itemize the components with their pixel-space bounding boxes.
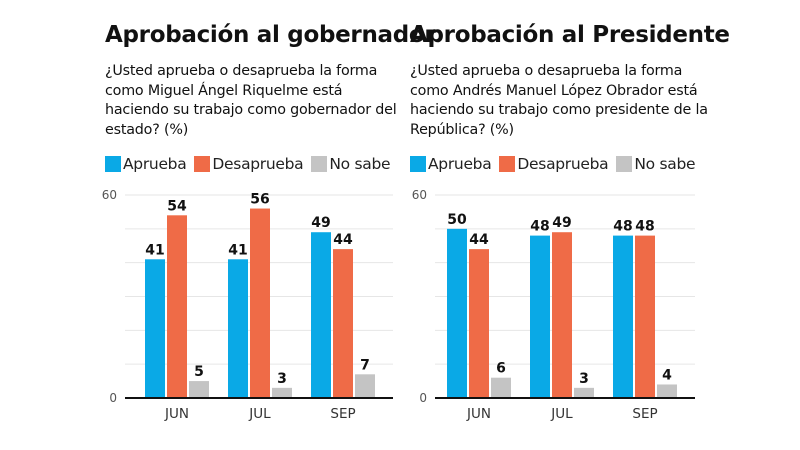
data-label: 48 bbox=[530, 219, 549, 235]
survey-question: ¿Usted aprueba o desaprueba la forma com… bbox=[105, 63, 397, 138]
data-label: 49 bbox=[552, 215, 571, 231]
bar-desaprueba bbox=[469, 249, 489, 398]
legend-label: Desaprueba bbox=[517, 155, 609, 173]
bar-aprueba bbox=[447, 228, 467, 398]
legend-swatch-no-sabe bbox=[616, 156, 633, 172]
data-label: 56 bbox=[250, 192, 269, 208]
data-label: 5 bbox=[194, 364, 204, 380]
data-label: 48 bbox=[613, 219, 632, 235]
bar-desaprueba bbox=[635, 235, 655, 398]
data-label: 44 bbox=[333, 232, 353, 248]
bar-aprueba bbox=[228, 259, 248, 398]
chart-legend: Aprueba Desaprueba No sabe bbox=[105, 155, 398, 173]
legend-item-no-sabe: No sabe bbox=[311, 155, 391, 173]
data-label: 48 bbox=[635, 219, 654, 235]
legend-item-aprueba: Aprueba bbox=[105, 155, 187, 173]
y-tick-label: 60 bbox=[102, 188, 117, 202]
legend-label: No sabe bbox=[634, 155, 696, 173]
data-label: 54 bbox=[167, 198, 187, 214]
bar-aprueba bbox=[530, 235, 550, 398]
legend-label: Aprueba bbox=[123, 155, 187, 173]
bar-aprueba bbox=[311, 232, 331, 398]
bar-aprueba bbox=[145, 259, 165, 398]
legend-swatch-desaprueba bbox=[499, 156, 516, 172]
x-category-label: SEP bbox=[330, 406, 355, 422]
chart-legend: Aprueba Desaprueba No sabe bbox=[410, 155, 703, 173]
governor-approval-panel: Aprobación al gobernador ¿Usted aprueba … bbox=[102, 0, 436, 450]
data-label: 3 bbox=[579, 371, 589, 387]
legend-item-no-sabe: No sabe bbox=[616, 155, 696, 173]
survey-question: ¿Usted aprueba o desaprueba la forma com… bbox=[410, 63, 708, 138]
data-label: 7 bbox=[360, 357, 370, 373]
legend-item-aprueba: Aprueba bbox=[410, 155, 492, 173]
legend-label: Desaprueba bbox=[212, 155, 304, 173]
data-label: 41 bbox=[145, 242, 164, 258]
y-tick-label: 60 bbox=[412, 188, 427, 202]
data-label: 44 bbox=[469, 232, 489, 248]
bar-desaprueba bbox=[167, 215, 187, 398]
bar-desaprueba bbox=[552, 232, 572, 398]
legend-swatch-aprueba bbox=[105, 156, 121, 172]
bar-desaprueba bbox=[333, 249, 353, 398]
bar-desaprueba bbox=[250, 208, 270, 398]
chart-title: Aprobación al gobernador bbox=[105, 22, 436, 48]
y-tick-label: 0 bbox=[109, 391, 117, 405]
data-label: 4 bbox=[662, 367, 672, 383]
x-category-label: SEP bbox=[632, 406, 657, 422]
x-category-label: JUL bbox=[248, 406, 271, 422]
bar-no-sabe bbox=[491, 377, 511, 398]
legend-label: No sabe bbox=[329, 155, 391, 173]
president-approval-panel: Aprobación al Presidente ¿Usted aprueba … bbox=[410, 0, 730, 450]
bar-no-sabe bbox=[574, 387, 594, 398]
legend-swatch-no-sabe bbox=[311, 156, 328, 172]
x-category-label: JUL bbox=[550, 406, 573, 422]
x-category-label: JUN bbox=[466, 406, 491, 422]
legend-item-desaprueba: Desaprueba bbox=[194, 155, 304, 173]
data-label: 6 bbox=[496, 361, 506, 377]
legend-item-desaprueba: Desaprueba bbox=[499, 155, 609, 173]
x-category-label: JUN bbox=[164, 406, 189, 422]
legend-label: Aprueba bbox=[428, 155, 492, 173]
bar-no-sabe bbox=[189, 381, 209, 398]
y-tick-label: 0 bbox=[419, 391, 427, 405]
data-label: 49 bbox=[311, 215, 330, 231]
bar-aprueba bbox=[613, 235, 633, 398]
bar-no-sabe bbox=[355, 374, 375, 398]
chart-title: Aprobación al Presidente bbox=[410, 22, 730, 48]
data-label: 3 bbox=[277, 371, 287, 387]
legend-swatch-aprueba bbox=[410, 156, 426, 172]
bar-no-sabe bbox=[657, 384, 677, 398]
data-label: 50 bbox=[447, 212, 467, 228]
bar-no-sabe bbox=[272, 387, 292, 398]
data-label: 41 bbox=[228, 242, 247, 258]
legend-swatch-desaprueba bbox=[194, 156, 211, 172]
